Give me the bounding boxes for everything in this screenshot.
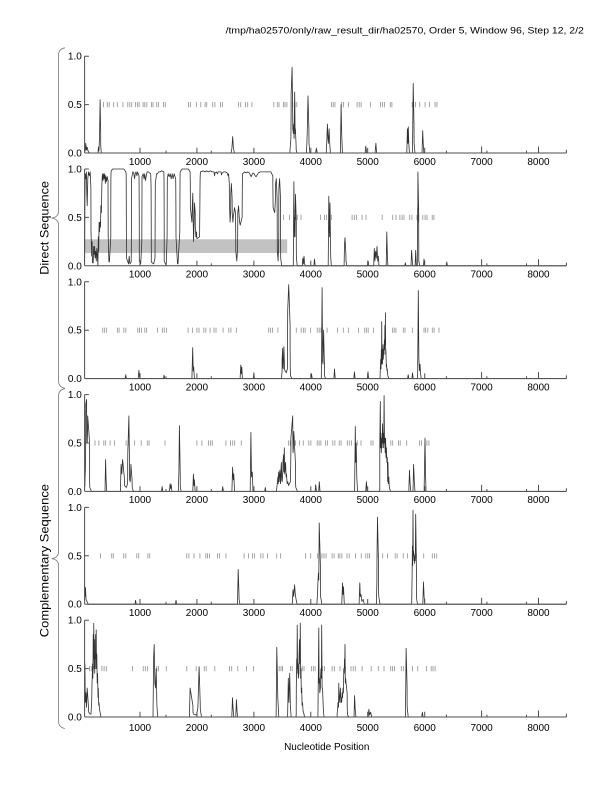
svg-text:4000: 4000 — [300, 382, 323, 393]
svg-text:4000: 4000 — [300, 608, 323, 619]
svg-text:1000: 1000 — [129, 495, 152, 506]
svg-text:7000: 7000 — [470, 157, 493, 168]
svg-text:1.0: 1.0 — [68, 390, 82, 401]
svg-text:4000: 4000 — [300, 270, 323, 281]
svg-text:6000: 6000 — [414, 495, 437, 506]
svg-text:2000: 2000 — [186, 270, 209, 281]
svg-text:1000: 1000 — [129, 270, 152, 281]
svg-text:8000: 8000 — [527, 270, 550, 281]
svg-text:6000: 6000 — [414, 608, 437, 619]
svg-text:6000: 6000 — [414, 723, 437, 734]
svg-text:0.5: 0.5 — [68, 100, 82, 111]
svg-text:3000: 3000 — [243, 157, 266, 168]
svg-text:0.5: 0.5 — [68, 213, 82, 224]
svg-text:5000: 5000 — [357, 270, 380, 281]
svg-text:4000: 4000 — [300, 157, 323, 168]
svg-text:7000: 7000 — [470, 495, 493, 506]
svg-text:2000: 2000 — [186, 608, 209, 619]
svg-text:3000: 3000 — [243, 723, 266, 734]
svg-text:5000: 5000 — [357, 723, 380, 734]
svg-text:1000: 1000 — [129, 608, 152, 619]
svg-text:4000: 4000 — [300, 495, 323, 506]
svg-text:2000: 2000 — [186, 723, 209, 734]
svg-text:/tmp/ha02570/only/raw_result_d: /tmp/ha02570/only/raw_result_dir/ha02570… — [226, 26, 584, 37]
svg-text:6000: 6000 — [414, 382, 437, 393]
svg-text:7000: 7000 — [470, 723, 493, 734]
svg-text:Direct Sequence: Direct Sequence — [37, 181, 51, 275]
svg-text:2000: 2000 — [186, 382, 209, 393]
svg-text:0.0: 0.0 — [68, 487, 82, 498]
svg-text:0.0: 0.0 — [68, 261, 82, 272]
svg-text:8000: 8000 — [527, 608, 550, 619]
svg-text:5000: 5000 — [357, 157, 380, 168]
svg-text:0.0: 0.0 — [68, 374, 82, 385]
svg-text:0.0: 0.0 — [68, 713, 82, 724]
svg-text:6000: 6000 — [414, 270, 437, 281]
svg-text:0.0: 0.0 — [68, 149, 82, 160]
svg-text:5000: 5000 — [357, 382, 380, 393]
svg-text:0.5: 0.5 — [68, 326, 82, 337]
svg-text:0.5: 0.5 — [68, 551, 82, 562]
svg-text:0.5: 0.5 — [68, 439, 82, 450]
svg-text:1.0: 1.0 — [68, 165, 82, 176]
svg-text:1.0: 1.0 — [68, 52, 82, 63]
svg-text:3000: 3000 — [243, 608, 266, 619]
svg-text:2000: 2000 — [186, 495, 209, 506]
svg-text:1000: 1000 — [129, 157, 152, 168]
svg-text:8000: 8000 — [527, 723, 550, 734]
svg-text:5000: 5000 — [357, 608, 380, 619]
svg-text:0.5: 0.5 — [68, 664, 82, 675]
svg-text:4000: 4000 — [300, 723, 323, 734]
svg-text:7000: 7000 — [470, 608, 493, 619]
svg-text:Complementary Sequence: Complementary Sequence — [37, 484, 51, 638]
svg-text:0.0: 0.0 — [68, 600, 82, 611]
svg-text:3000: 3000 — [243, 382, 266, 393]
svg-text:1000: 1000 — [129, 382, 152, 393]
svg-text:7000: 7000 — [470, 382, 493, 393]
svg-text:7000: 7000 — [470, 270, 493, 281]
svg-text:1.0: 1.0 — [68, 277, 82, 288]
svg-text:8000: 8000 — [527, 495, 550, 506]
svg-text:8000: 8000 — [527, 382, 550, 393]
svg-text:Nucleotide Position: Nucleotide Position — [284, 742, 369, 753]
svg-text:6000: 6000 — [414, 157, 437, 168]
svg-text:3000: 3000 — [243, 270, 266, 281]
svg-text:3000: 3000 — [243, 495, 266, 506]
svg-text:1.0: 1.0 — [68, 616, 82, 627]
svg-text:1000: 1000 — [129, 723, 152, 734]
svg-text:8000: 8000 — [527, 157, 550, 168]
svg-text:5000: 5000 — [357, 495, 380, 506]
svg-text:2000: 2000 — [186, 157, 209, 168]
svg-text:1.0: 1.0 — [68, 503, 82, 514]
